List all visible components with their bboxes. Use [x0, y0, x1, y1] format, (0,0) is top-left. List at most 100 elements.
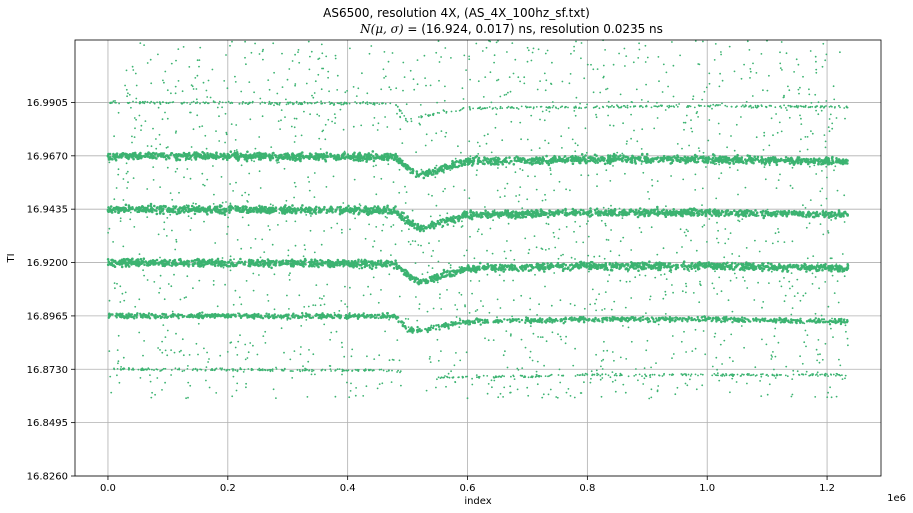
data-point: [179, 298, 182, 301]
data-point: [140, 124, 143, 127]
data-point: [271, 102, 273, 104]
data-point: [306, 102, 309, 104]
data-point: [565, 391, 568, 394]
data-point: [293, 141, 296, 143]
data-point: [391, 153, 394, 157]
data-point: [359, 155, 362, 158]
data-point: [157, 347, 160, 349]
data-point: [612, 124, 615, 127]
data-point: [425, 389, 428, 392]
data-point: [164, 336, 167, 338]
data-point: [146, 279, 149, 281]
data-point: [189, 177, 192, 180]
data-point: [130, 106, 132, 109]
data-point: [225, 133, 228, 136]
data-point: [197, 322, 200, 325]
data-point: [806, 334, 809, 336]
data-point: [762, 89, 764, 92]
data-point: [313, 155, 316, 158]
data-point: [603, 340, 605, 343]
data-point: [229, 155, 232, 159]
subtitle-math: N(μ, σ): [360, 22, 404, 36]
data-point: [549, 388, 552, 391]
data-point: [773, 335, 776, 338]
data-point: [187, 381, 190, 384]
data-point: [563, 161, 567, 164]
data-point: [469, 235, 471, 238]
data-point: [295, 154, 298, 158]
data-point: [161, 118, 164, 121]
data-point: [250, 247, 252, 249]
data-point: [578, 106, 581, 109]
data-point: [705, 86, 708, 89]
data-point: [519, 121, 522, 124]
data-point: [690, 127, 693, 130]
data-point: [146, 62, 149, 64]
data-point: [439, 214, 441, 217]
data-point: [544, 199, 547, 201]
data-point: [804, 292, 807, 295]
data-point: [477, 156, 481, 160]
data-point: [302, 365, 304, 368]
data-point: [325, 186, 328, 188]
data-point: [287, 205, 291, 209]
data-point: [602, 350, 605, 352]
data-point: [724, 242, 727, 245]
data-point: [167, 283, 170, 285]
data-point: [732, 360, 734, 363]
data-point: [545, 340, 548, 343]
data-point: [337, 157, 340, 161]
data-point: [742, 104, 744, 107]
data-point: [429, 215, 432, 218]
data-point: [524, 105, 527, 108]
data-point: [133, 226, 136, 228]
data-point: [244, 343, 247, 346]
data-point: [510, 120, 513, 123]
data-point: [334, 395, 337, 398]
data-point: [770, 358, 773, 360]
data-point: [259, 187, 262, 189]
data-point: [722, 158, 725, 161]
data-point: [174, 92, 177, 95]
data-point: [250, 51, 253, 54]
data-point: [521, 367, 524, 369]
data-point: [559, 299, 562, 302]
data-point: [267, 225, 270, 227]
data-point: [729, 232, 732, 235]
data-point: [117, 111, 120, 114]
data-point: [443, 99, 446, 102]
data-point: [789, 159, 792, 162]
data-point: [456, 308, 459, 311]
data-point: [298, 208, 301, 212]
data-point: [238, 296, 241, 299]
data-point: [492, 162, 496, 166]
data-point: [595, 309, 597, 312]
data-point: [635, 88, 638, 91]
data-point: [244, 358, 247, 361]
data-point: [778, 121, 781, 124]
data-point: [150, 396, 153, 399]
data-point: [589, 207, 592, 210]
data-point: [289, 358, 292, 361]
data-point: [507, 222, 510, 225]
data-point: [662, 63, 665, 66]
data-point: [828, 118, 831, 120]
data-point: [159, 186, 162, 189]
data-point: [791, 166, 794, 169]
data-point: [799, 150, 801, 153]
data-point: [435, 164, 438, 167]
data-point: [202, 101, 205, 104]
data-point: [604, 222, 607, 225]
data-point: [497, 396, 500, 399]
data-point: [360, 124, 363, 127]
data-point: [377, 317, 380, 320]
data-point: [370, 102, 372, 105]
data-point: [108, 350, 111, 352]
data-point: [783, 104, 785, 107]
data-point: [685, 282, 687, 285]
data-point: [470, 217, 474, 221]
data-point: [733, 158, 736, 161]
data-point: [212, 165, 214, 167]
data-point: [355, 155, 358, 158]
data-point: [520, 138, 522, 141]
